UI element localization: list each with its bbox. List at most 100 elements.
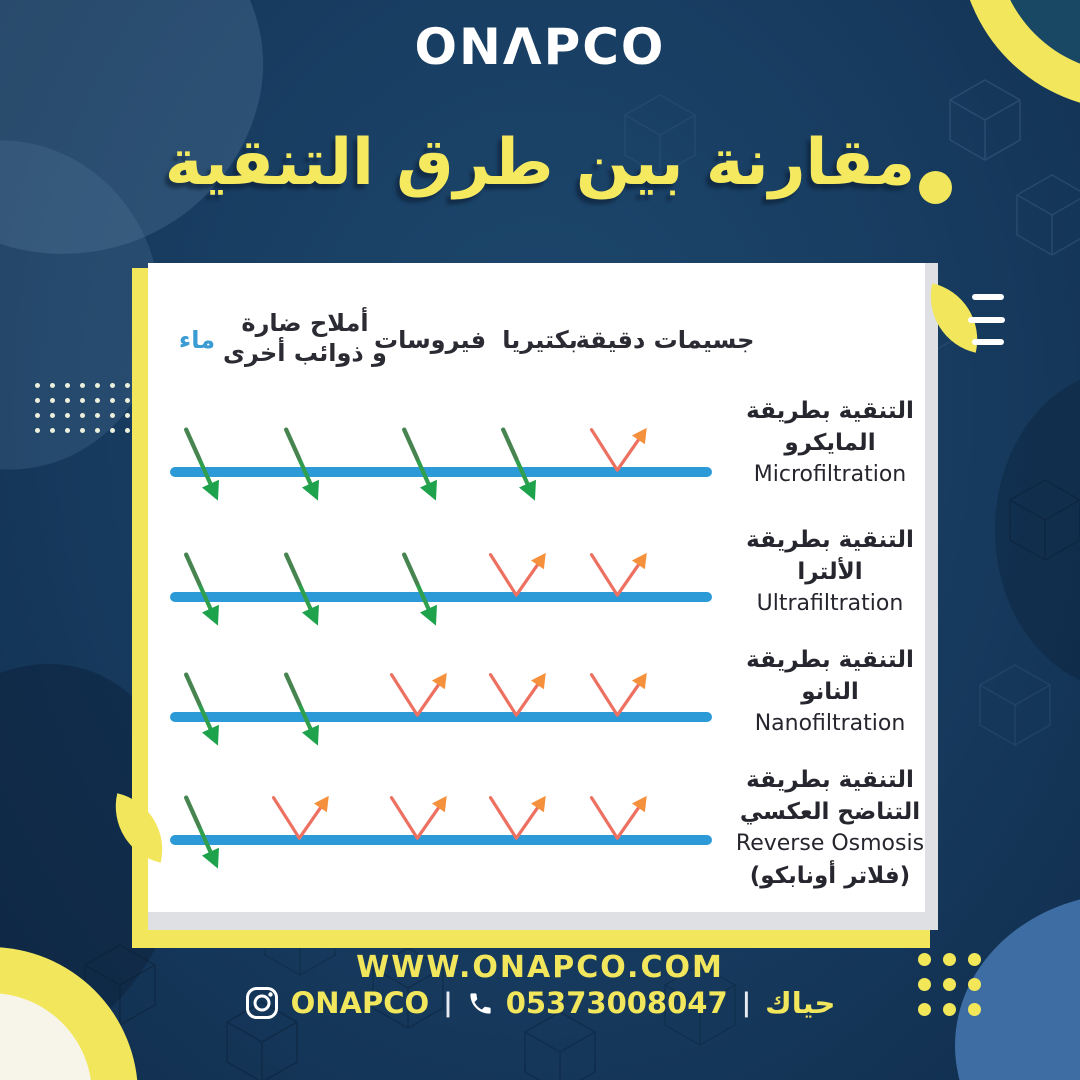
onapco-logo: ONΛPCO — [414, 18, 666, 76]
greeting-text: حياك — [765, 986, 836, 1020]
membrane-line — [170, 712, 712, 722]
decor-dot — [125, 398, 130, 403]
cell-salts — [273, 669, 333, 759]
blocked-arrow-icon — [589, 552, 647, 597]
method-arabic-line1: التنقية بطريقة — [746, 647, 914, 673]
decor-dot — [125, 383, 130, 388]
separator: | — [443, 988, 453, 1018]
membrane-line — [170, 835, 712, 845]
method-arabic-line1: التنقية بطريقة — [746, 767, 914, 793]
decor-dot — [125, 413, 130, 418]
cell-viruses — [386, 665, 456, 727]
cell-bacteria — [490, 424, 550, 514]
cell-salts — [268, 788, 338, 850]
column-header-viruses: فيروسات — [373, 326, 487, 354]
decor-dot — [50, 413, 55, 418]
decor-dot — [968, 1003, 981, 1016]
instagram-icon[interactable] — [245, 986, 279, 1020]
pass-arrow-icon — [284, 552, 319, 626]
cell-water — [173, 669, 233, 759]
pass-arrow-icon — [402, 552, 437, 626]
method-note: (فلاتر أونابكو) — [749, 863, 911, 889]
decor-dot — [110, 383, 115, 388]
cell-water — [173, 424, 233, 514]
column-header-bacteria: بكتيريا — [502, 326, 578, 354]
decor-dot — [943, 1003, 956, 1016]
decor-dot — [110, 398, 115, 403]
pass-arrow-icon — [184, 672, 219, 746]
method-arabic-line2: المايكرو — [784, 430, 876, 456]
decor-dot — [80, 383, 85, 388]
row-label-ultrafiltration: التنقية بطريقة الألترا Ultrafiltration — [735, 524, 925, 620]
cell-salts — [273, 549, 333, 639]
pass-arrow-icon — [284, 672, 319, 746]
column-header-salts-line1: أملاح ضارة — [241, 309, 369, 337]
cell-particles — [586, 788, 656, 850]
column-header-water: ماء — [178, 326, 216, 354]
phone-icon — [467, 990, 494, 1017]
decor-dot — [95, 383, 100, 388]
comparison-card: جسيمات دقيقة بكتيريا فيروسات أملاح ضارة … — [148, 263, 938, 930]
decor-dot — [968, 978, 981, 991]
column-header-salts: أملاح ضارة و ذوائب أخرى — [223, 308, 387, 368]
separator: | — [741, 988, 752, 1018]
row-label-reverse-osmosis: التنقية بطريقة التناضح العكسي Reverse Os… — [735, 764, 925, 892]
decor-dot — [35, 383, 40, 388]
cell-particles — [586, 665, 656, 727]
contact-row: ONAPCO | 05373008047 | حياك — [0, 986, 1080, 1020]
membrane-line — [170, 467, 712, 477]
blocked-arrow-icon — [589, 427, 647, 472]
decor-dot — [35, 398, 40, 403]
cell-bacteria — [485, 545, 555, 607]
page-title: مقارنة بين طرق التنقية — [164, 126, 916, 200]
decor-dot — [80, 413, 85, 418]
blocked-arrow-icon — [389, 795, 447, 840]
instagram-handle[interactable]: ONAPCO — [290, 986, 430, 1020]
decor-dot — [50, 383, 55, 388]
speed-line — [972, 339, 1004, 345]
method-english: Ultrafiltration — [756, 591, 904, 616]
blocked-arrow-icon — [488, 672, 546, 717]
small-yellow-circle — [919, 171, 952, 204]
decor-dot — [110, 428, 115, 433]
cell-salts — [273, 424, 333, 514]
cell-water — [173, 549, 233, 639]
website-link[interactable]: WWW.ONAPCO.COM — [356, 950, 724, 985]
cell-viruses — [391, 549, 451, 639]
pass-arrow-icon — [184, 552, 219, 626]
row-label-microfiltration: التنقية بطريقة المايكرو Microfiltration — [735, 395, 925, 491]
decor-dot — [918, 978, 931, 991]
column-header-salts-line2: و ذوائب أخرى — [223, 339, 387, 367]
cell-bacteria — [485, 788, 555, 850]
blocked-arrow-icon — [488, 552, 546, 597]
decor-dot — [65, 428, 70, 433]
decor-dot — [50, 398, 55, 403]
decor-dot — [918, 953, 931, 966]
decor-dot — [125, 428, 130, 433]
phone-number[interactable]: 05373008047 — [505, 986, 728, 1020]
speed-line — [972, 294, 1004, 300]
cell-particles — [586, 420, 656, 482]
membrane-line — [170, 592, 712, 602]
method-arabic-line2: التناضح العكسي — [739, 799, 921, 825]
pass-arrow-icon — [184, 795, 219, 869]
cell-viruses — [391, 424, 451, 514]
method-english: Nanofiltration — [754, 711, 906, 736]
blocked-arrow-icon — [488, 795, 546, 840]
blocked-arrow-icon — [389, 672, 447, 717]
decor-dot — [95, 428, 100, 433]
decor-dot — [80, 428, 85, 433]
decor-dot — [968, 953, 981, 966]
decor-dot — [65, 383, 70, 388]
right-dark-blob — [995, 370, 1080, 690]
blocked-arrow-icon — [589, 795, 647, 840]
method-english: Reverse Osmosis — [735, 831, 925, 856]
cell-viruses — [386, 788, 456, 850]
decor-dot — [95, 398, 100, 403]
pass-arrow-icon — [501, 427, 536, 501]
blocked-arrow-icon — [589, 672, 647, 717]
pass-arrow-icon — [184, 427, 219, 501]
decor-dot — [65, 398, 70, 403]
decor-dot — [35, 413, 40, 418]
